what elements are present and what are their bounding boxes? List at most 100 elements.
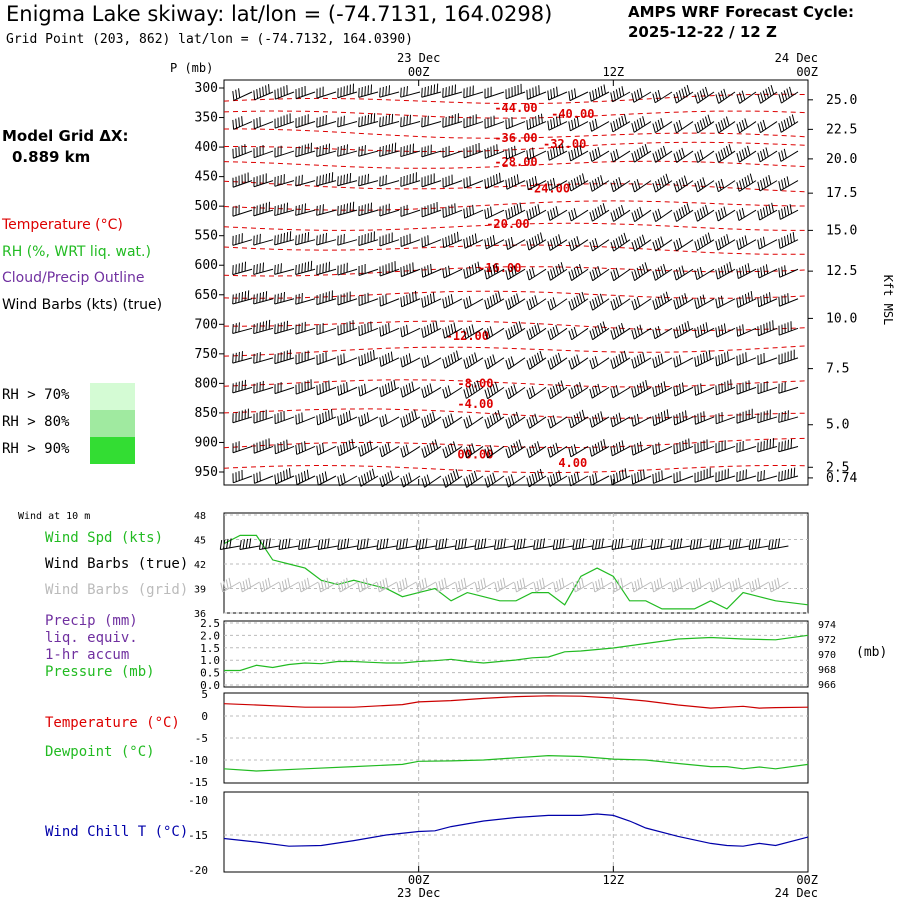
barb-flag — [636, 119, 641, 129]
wind-barb — [337, 144, 358, 157]
barb-flag — [718, 239, 722, 249]
wind-barb — [652, 236, 673, 252]
wind-barb — [757, 320, 778, 337]
barb-flag — [274, 444, 276, 454]
barb-flag — [286, 202, 289, 213]
surface-wind-barb-grid — [357, 577, 378, 593]
isotherm-line — [224, 141, 809, 153]
surface-wind-barb-true — [513, 538, 534, 550]
surface-wind-barb-true — [474, 538, 495, 550]
barb-flag — [403, 356, 406, 366]
isotherm-label: -36.00 — [494, 131, 537, 145]
wind-barb — [736, 263, 757, 279]
wind-barb — [358, 113, 379, 128]
barb-flag — [676, 181, 680, 191]
barb-flag — [602, 321, 607, 331]
barb-flag — [427, 235, 429, 245]
barb-flag — [703, 440, 705, 451]
wind-barb — [610, 468, 631, 486]
barb-flag — [550, 149, 553, 159]
barb-flag — [274, 176, 276, 187]
barb-flag — [636, 267, 641, 278]
wind-barb — [295, 85, 316, 100]
surface-wind-barb-true — [298, 538, 319, 550]
barb-flag — [784, 352, 786, 363]
barb-flag — [450, 443, 454, 453]
barb-flag — [367, 233, 369, 243]
barb-flag — [610, 300, 615, 311]
barb-flag — [262, 291, 265, 302]
barb-flag — [322, 204, 324, 214]
barb-flag — [351, 438, 354, 449]
barb-flag — [466, 357, 470, 368]
barb-flag — [445, 446, 449, 457]
barb-flag — [621, 440, 625, 450]
barb-flag — [283, 174, 285, 184]
barb-flag — [678, 90, 683, 100]
barb-flag — [400, 147, 402, 157]
barb-staff — [697, 150, 715, 163]
barb-flag — [510, 266, 514, 277]
barb-flag — [592, 299, 596, 309]
barb-flag — [500, 579, 503, 589]
legend-rh90-label: RH > 90% — [2, 441, 70, 457]
barb-flag — [615, 326, 620, 337]
barb-flag — [471, 443, 475, 453]
temp-frame — [223, 692, 809, 784]
wind-ytick-label: 48 — [194, 511, 206, 522]
barb-flag — [694, 414, 696, 425]
barb-flag — [498, 291, 502, 301]
barb-flag — [681, 88, 685, 98]
pressure-tick-label: 600 — [195, 258, 218, 273]
barb-flag — [245, 538, 249, 549]
barb-flag — [484, 88, 486, 99]
barb-flag — [474, 582, 478, 593]
barb-flag — [514, 582, 517, 593]
barb-flag — [445, 176, 447, 187]
wind-barb — [526, 204, 547, 221]
wind-barb — [757, 409, 778, 424]
wind-ytick-label: 42 — [194, 560, 206, 571]
barb-flag — [327, 538, 330, 548]
barb-flag — [295, 147, 297, 157]
barb-flag — [274, 264, 276, 275]
barb-flag — [781, 470, 783, 481]
pressure-tick-label: 400 — [195, 140, 218, 155]
barb-flag — [406, 204, 408, 215]
barb-flag — [702, 118, 706, 128]
barb-flag — [382, 325, 385, 336]
barb-flag — [466, 267, 469, 278]
barb-flag — [531, 237, 535, 247]
barb-flag — [277, 383, 279, 393]
wind-barb — [547, 380, 568, 400]
barb-flag — [340, 87, 342, 97]
barb-flag — [615, 238, 620, 248]
barb-flag — [511, 177, 514, 187]
barb-flag — [700, 383, 703, 393]
barb-flag — [331, 290, 333, 300]
barb-flag — [736, 384, 738, 395]
barb-flag — [681, 265, 685, 275]
barb-flag — [534, 175, 538, 186]
barb-flag — [718, 355, 721, 365]
barb-flag — [634, 151, 638, 161]
barb-flag — [362, 579, 366, 589]
barb-flag — [472, 204, 474, 215]
barb-flag — [262, 581, 266, 591]
barb-flag — [592, 239, 596, 250]
barb-flag — [778, 325, 780, 336]
barb-flag — [277, 473, 280, 483]
wind-barb — [652, 353, 673, 369]
barb-flag — [613, 90, 616, 101]
wind-barbs-true-label: Wind Barbs (true) — [45, 556, 188, 572]
wind-barb — [421, 263, 442, 278]
barb-flag — [634, 240, 638, 250]
barb-flag — [787, 322, 789, 332]
wind-barb — [673, 265, 694, 281]
barb-flag — [455, 582, 459, 593]
barb-flag — [295, 384, 297, 395]
barb-flag — [328, 380, 330, 391]
barb-flag — [427, 205, 429, 215]
barb-flag — [343, 115, 345, 126]
wind-barb — [358, 321, 379, 337]
